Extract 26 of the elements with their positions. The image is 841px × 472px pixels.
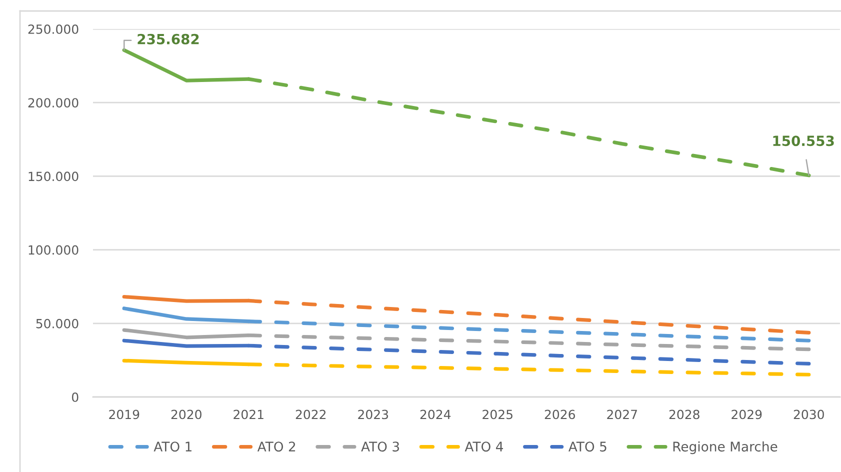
- y-tick-label: 150.000: [28, 172, 78, 182]
- x-tick-label: 2029: [732, 410, 762, 420]
- x-tick-label: 2022: [296, 410, 326, 420]
- x-tick-label: 2024: [420, 410, 451, 420]
- annotation: 235.682: [138, 34, 199, 44]
- legend-label: ATO 3: [361, 442, 399, 452]
- x-tick-label: 2023: [358, 410, 388, 420]
- legend-label: ATO 4: [464, 442, 504, 452]
- x-tick-label: 2027: [607, 410, 637, 420]
- y-tick-label: 0: [72, 392, 78, 402]
- y-tick-label: 100.000: [28, 245, 78, 255]
- y-tick-label: 250.000: [28, 24, 78, 34]
- x-tick-label: 2030: [794, 410, 824, 420]
- x-tick-label: 2021: [234, 410, 264, 420]
- x-tick-label: 2028: [669, 410, 700, 420]
- y-tick-label: 200.000: [28, 98, 78, 108]
- x-tick-label: 2019: [109, 410, 140, 420]
- legend-label: Regione Marche: [673, 441, 778, 454]
- y-tick-label: 50.000: [36, 318, 78, 328]
- legend-label: ATO 2: [257, 442, 296, 452]
- legend-label: ATO 5: [568, 442, 606, 452]
- x-tick-label: 2026: [544, 410, 575, 420]
- x-tick-label: 2020: [171, 410, 202, 420]
- legend-label: ATO 1: [154, 442, 192, 452]
- annotation: 150.553: [773, 136, 834, 146]
- x-tick-label: 2025: [482, 410, 512, 420]
